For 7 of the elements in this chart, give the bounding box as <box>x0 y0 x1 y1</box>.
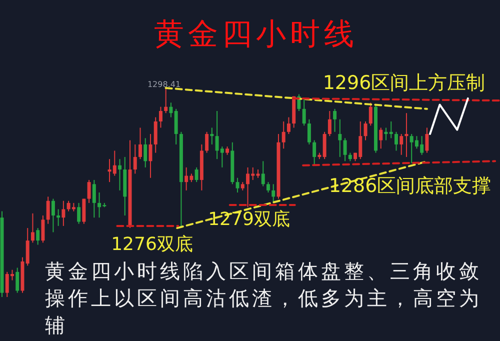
annotation: 1276双底 <box>111 234 193 255</box>
annotation: 1279双底 <box>208 209 290 230</box>
annotation: 1296区间上方压制 <box>322 72 486 94</box>
annotation: 1298.41 <box>147 80 181 89</box>
chart-title: 黄金四小时线 <box>154 17 358 52</box>
annotation: 1286区间底部支撑 <box>328 175 492 197</box>
annotation: 黄金四小时线陷入区间箱体盘整、三角收敛操作上以区间高沽低渣，低多为主，高空为辅 <box>45 258 483 339</box>
